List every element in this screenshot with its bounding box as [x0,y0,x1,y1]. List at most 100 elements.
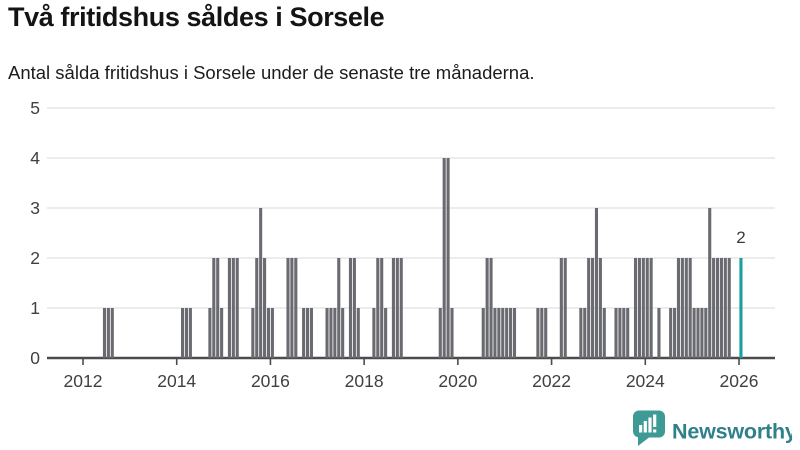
bar [708,208,712,358]
bar [216,258,220,358]
bar [395,258,399,358]
bar [290,258,294,358]
bar [259,208,263,358]
bar [544,308,548,358]
bar [673,308,677,358]
bar [719,258,723,358]
x-tick-label-2026: 2026 [720,371,759,391]
bar [497,308,501,358]
bar [633,258,638,358]
bar [676,258,681,358]
bar [563,258,567,358]
bar [181,308,185,358]
x-tick-label-2020: 2020 [438,371,477,391]
bar [594,208,599,358]
bar [626,308,630,358]
bar [493,308,497,358]
bar [110,308,114,358]
bar [688,258,692,358]
bar [680,258,684,358]
bar [231,258,235,358]
bar [485,258,489,358]
bar [649,258,653,358]
bar [587,258,591,358]
bar-current [739,258,743,358]
y-tick-label-4: 4 [30,148,40,168]
bar-chart: 0 1 2 3 4 5 2012 2014 2016 2018 2020 2022 2024 2026 2 [30,98,775,391]
bar [583,308,587,358]
bar [591,258,595,358]
bar [106,308,110,358]
bar [536,308,540,358]
bar [348,258,353,358]
bar [700,308,704,358]
bar [692,308,696,358]
bar [442,158,446,358]
bar [645,258,649,358]
bar [559,258,563,358]
bar [637,258,641,358]
page-title: Två fritidshus såldes i Sorsele [8,2,385,32]
bar [657,308,661,358]
x-tick-label-2018: 2018 [345,371,384,391]
bar [309,308,313,358]
bar [438,308,442,358]
y-tick-label-2: 2 [30,248,40,268]
bar [329,308,333,358]
bar [712,258,716,358]
bar [286,258,290,358]
bar [715,258,720,358]
bar [255,258,259,358]
bar [305,308,310,358]
bar [505,308,509,358]
bar [579,308,583,358]
bar [251,308,255,358]
y-tick-label-3: 3 [30,198,40,218]
y-tick-label-1: 1 [30,298,40,318]
bar [727,258,731,358]
bar [356,308,360,358]
x-tick-label-2022: 2022 [532,371,571,391]
bar [325,308,329,358]
bar [270,308,274,358]
newsworthy-logo-icon [633,410,665,446]
bar [102,308,107,358]
bar [704,308,708,358]
bar [684,258,688,358]
bar [622,308,626,358]
bar [391,258,395,358]
bar [614,308,618,358]
bar [302,308,306,358]
bar [372,308,376,358]
chart-subtitle: Antal sålda fritidshus i Sorsele under d… [8,62,535,83]
bar [618,308,622,358]
bar [220,308,224,358]
bar [450,308,454,358]
current-value-label: 2 [736,228,745,247]
newsworthy-logo[interactable]: Newsworthy [632,408,792,448]
bar [501,308,505,358]
bar [641,258,645,358]
bar [263,258,267,358]
bar [384,308,388,358]
bar [509,308,513,358]
bar [380,258,384,358]
bar-chart-glyph [639,414,657,433]
bar [294,258,298,358]
newsworthy-logo-text: Newsworthy [672,420,792,444]
bar [235,258,239,358]
bar [669,308,673,358]
x-tick-label-2014: 2014 [157,371,196,391]
bar [188,308,192,358]
bar [696,308,700,358]
x-tick-label-2012: 2012 [64,371,103,391]
bar [266,308,271,358]
bar [333,308,337,358]
bar [337,258,341,358]
bar [446,158,450,358]
bar [376,258,380,358]
x-tick-label-2016: 2016 [251,371,290,391]
bar [540,308,544,358]
bar [598,258,602,358]
y-tick-label-5: 5 [30,98,40,118]
